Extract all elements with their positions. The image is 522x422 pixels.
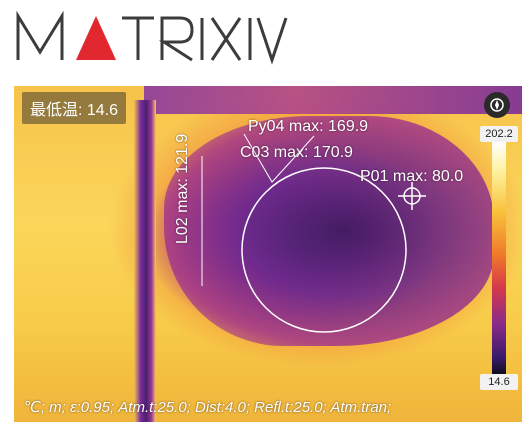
measurement-leader-lines (243, 133, 315, 183)
compass-button[interactable] (484, 92, 510, 118)
label-l02: L02 max: 121.9 (174, 133, 191, 244)
thermal-top-band (144, 86, 522, 114)
label-p01: P01 max: 80.0 (360, 168, 464, 185)
matrix-iv-logo (16, 10, 288, 65)
label-c03: C03 max: 170.9 (240, 144, 353, 161)
thermal-image: 最低温: 14.6 Py04 max: 169.9 C03 max: 170.9… (14, 86, 522, 422)
temperature-scale-bar (492, 142, 506, 376)
thermal-pole (134, 100, 156, 422)
measurement-parameters: ℃; m; ε:0.95; Atm.t:25.0; Dist:4.0; Refl… (24, 399, 392, 416)
measurement-overlay (201, 133, 426, 333)
scale-max-value: 202.2 (480, 126, 518, 142)
measurement-circle (241, 167, 407, 333)
compass-icon (490, 98, 504, 112)
thermal-hot-region (164, 116, 494, 346)
label-py04: Py04 max: 169.9 (248, 118, 369, 135)
scale-min-value: 14.6 (480, 374, 518, 390)
crosshair-icon (398, 182, 426, 210)
min-temp-readout: 最低温: 14.6 (22, 92, 127, 124)
